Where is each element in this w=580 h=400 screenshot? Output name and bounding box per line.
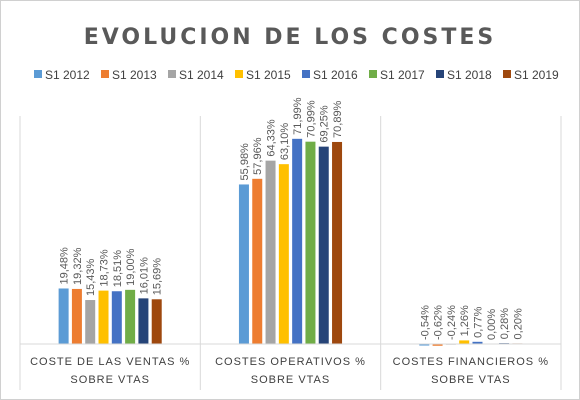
bar (419, 344, 430, 346)
bar (472, 341, 483, 344)
bar (292, 138, 303, 344)
bar (252, 178, 263, 344)
data-label: 0,00% (486, 309, 498, 340)
bar (278, 164, 289, 344)
data-label: 19,00% (125, 248, 137, 286)
legend-label: S1 2017 (380, 68, 425, 82)
data-label: 19,48% (59, 247, 71, 285)
data-label: 1,26% (459, 305, 471, 336)
data-label: 15,69% (152, 258, 164, 296)
data-label: 70,99% (305, 100, 317, 138)
data-label: 18,51% (112, 250, 124, 288)
legend-swatch (168, 70, 176, 78)
data-label: 63,10% (279, 123, 291, 161)
legend-swatch (503, 70, 511, 78)
bar (138, 298, 149, 344)
legend-label: S1 2013 (112, 68, 157, 82)
data-label: 18,73% (99, 249, 111, 287)
data-label: 70,89% (332, 100, 344, 138)
legend-swatch (436, 70, 444, 78)
bar (459, 340, 470, 344)
data-label: 55,98% (239, 143, 251, 181)
legend-label: S1 2015 (246, 68, 291, 82)
bar (332, 141, 343, 344)
bar (98, 290, 109, 344)
data-label: 0,28% (499, 308, 511, 339)
data-label: -0,54% (419, 305, 431, 340)
legend-swatch (302, 70, 310, 78)
data-label: 69,25% (319, 105, 331, 143)
category-label: COSTES FINANCIEROS % (393, 356, 549, 368)
plot-area: 19,48% 19,32% 15,43% 18,73% 18,51% 19,00% 16,0… (19, 97, 562, 390)
data-label: -0,62% (433, 305, 445, 340)
legend-label: S1 2019 (514, 68, 559, 82)
data-label: 0,77% (472, 306, 484, 337)
data-label: 16,01% (138, 257, 150, 295)
bar (125, 289, 136, 344)
category-label: COSTE DE LAS VENTAS % (30, 356, 190, 368)
legend-swatch (235, 70, 243, 78)
bar (71, 288, 82, 344)
legend-swatch (369, 70, 377, 78)
legend-label: S1 2018 (447, 68, 492, 82)
legend-label: S1 2012 (45, 68, 90, 82)
legend-label: S1 2016 (313, 68, 358, 82)
legend: S1 2012 S1 2013 S1 2014 S1 2015 S1 2016 S1 20… (34, 68, 559, 82)
chart-title: EVOLUCION DE LOS COSTES (84, 25, 497, 50)
legend-swatch (34, 70, 42, 78)
legend-label: S1 2014 (179, 68, 224, 82)
data-label: 57,96% (252, 137, 264, 175)
data-label: 0,20% (512, 308, 524, 339)
data-label: 64,33% (266, 119, 278, 157)
bar (85, 300, 96, 344)
bar (58, 288, 69, 344)
bar (432, 344, 443, 346)
data-label: 19,32% (72, 247, 84, 285)
legend-swatch (101, 70, 109, 78)
data-label: 71,99% (292, 97, 304, 135)
data-label: 15,43% (85, 258, 97, 296)
bar (318, 146, 329, 344)
bar (111, 291, 122, 344)
bar (305, 141, 316, 344)
bar (151, 299, 162, 344)
category-label: SOBRE VTAS (431, 374, 510, 386)
category-label: SOBRE VTAS (251, 374, 330, 386)
category-label: COSTES OPERATIVOS % (215, 356, 366, 368)
bar (265, 160, 276, 344)
category-label: SOBRE VTAS (70, 374, 149, 386)
bar (238, 184, 249, 344)
data-label: -0,24% (446, 305, 458, 340)
